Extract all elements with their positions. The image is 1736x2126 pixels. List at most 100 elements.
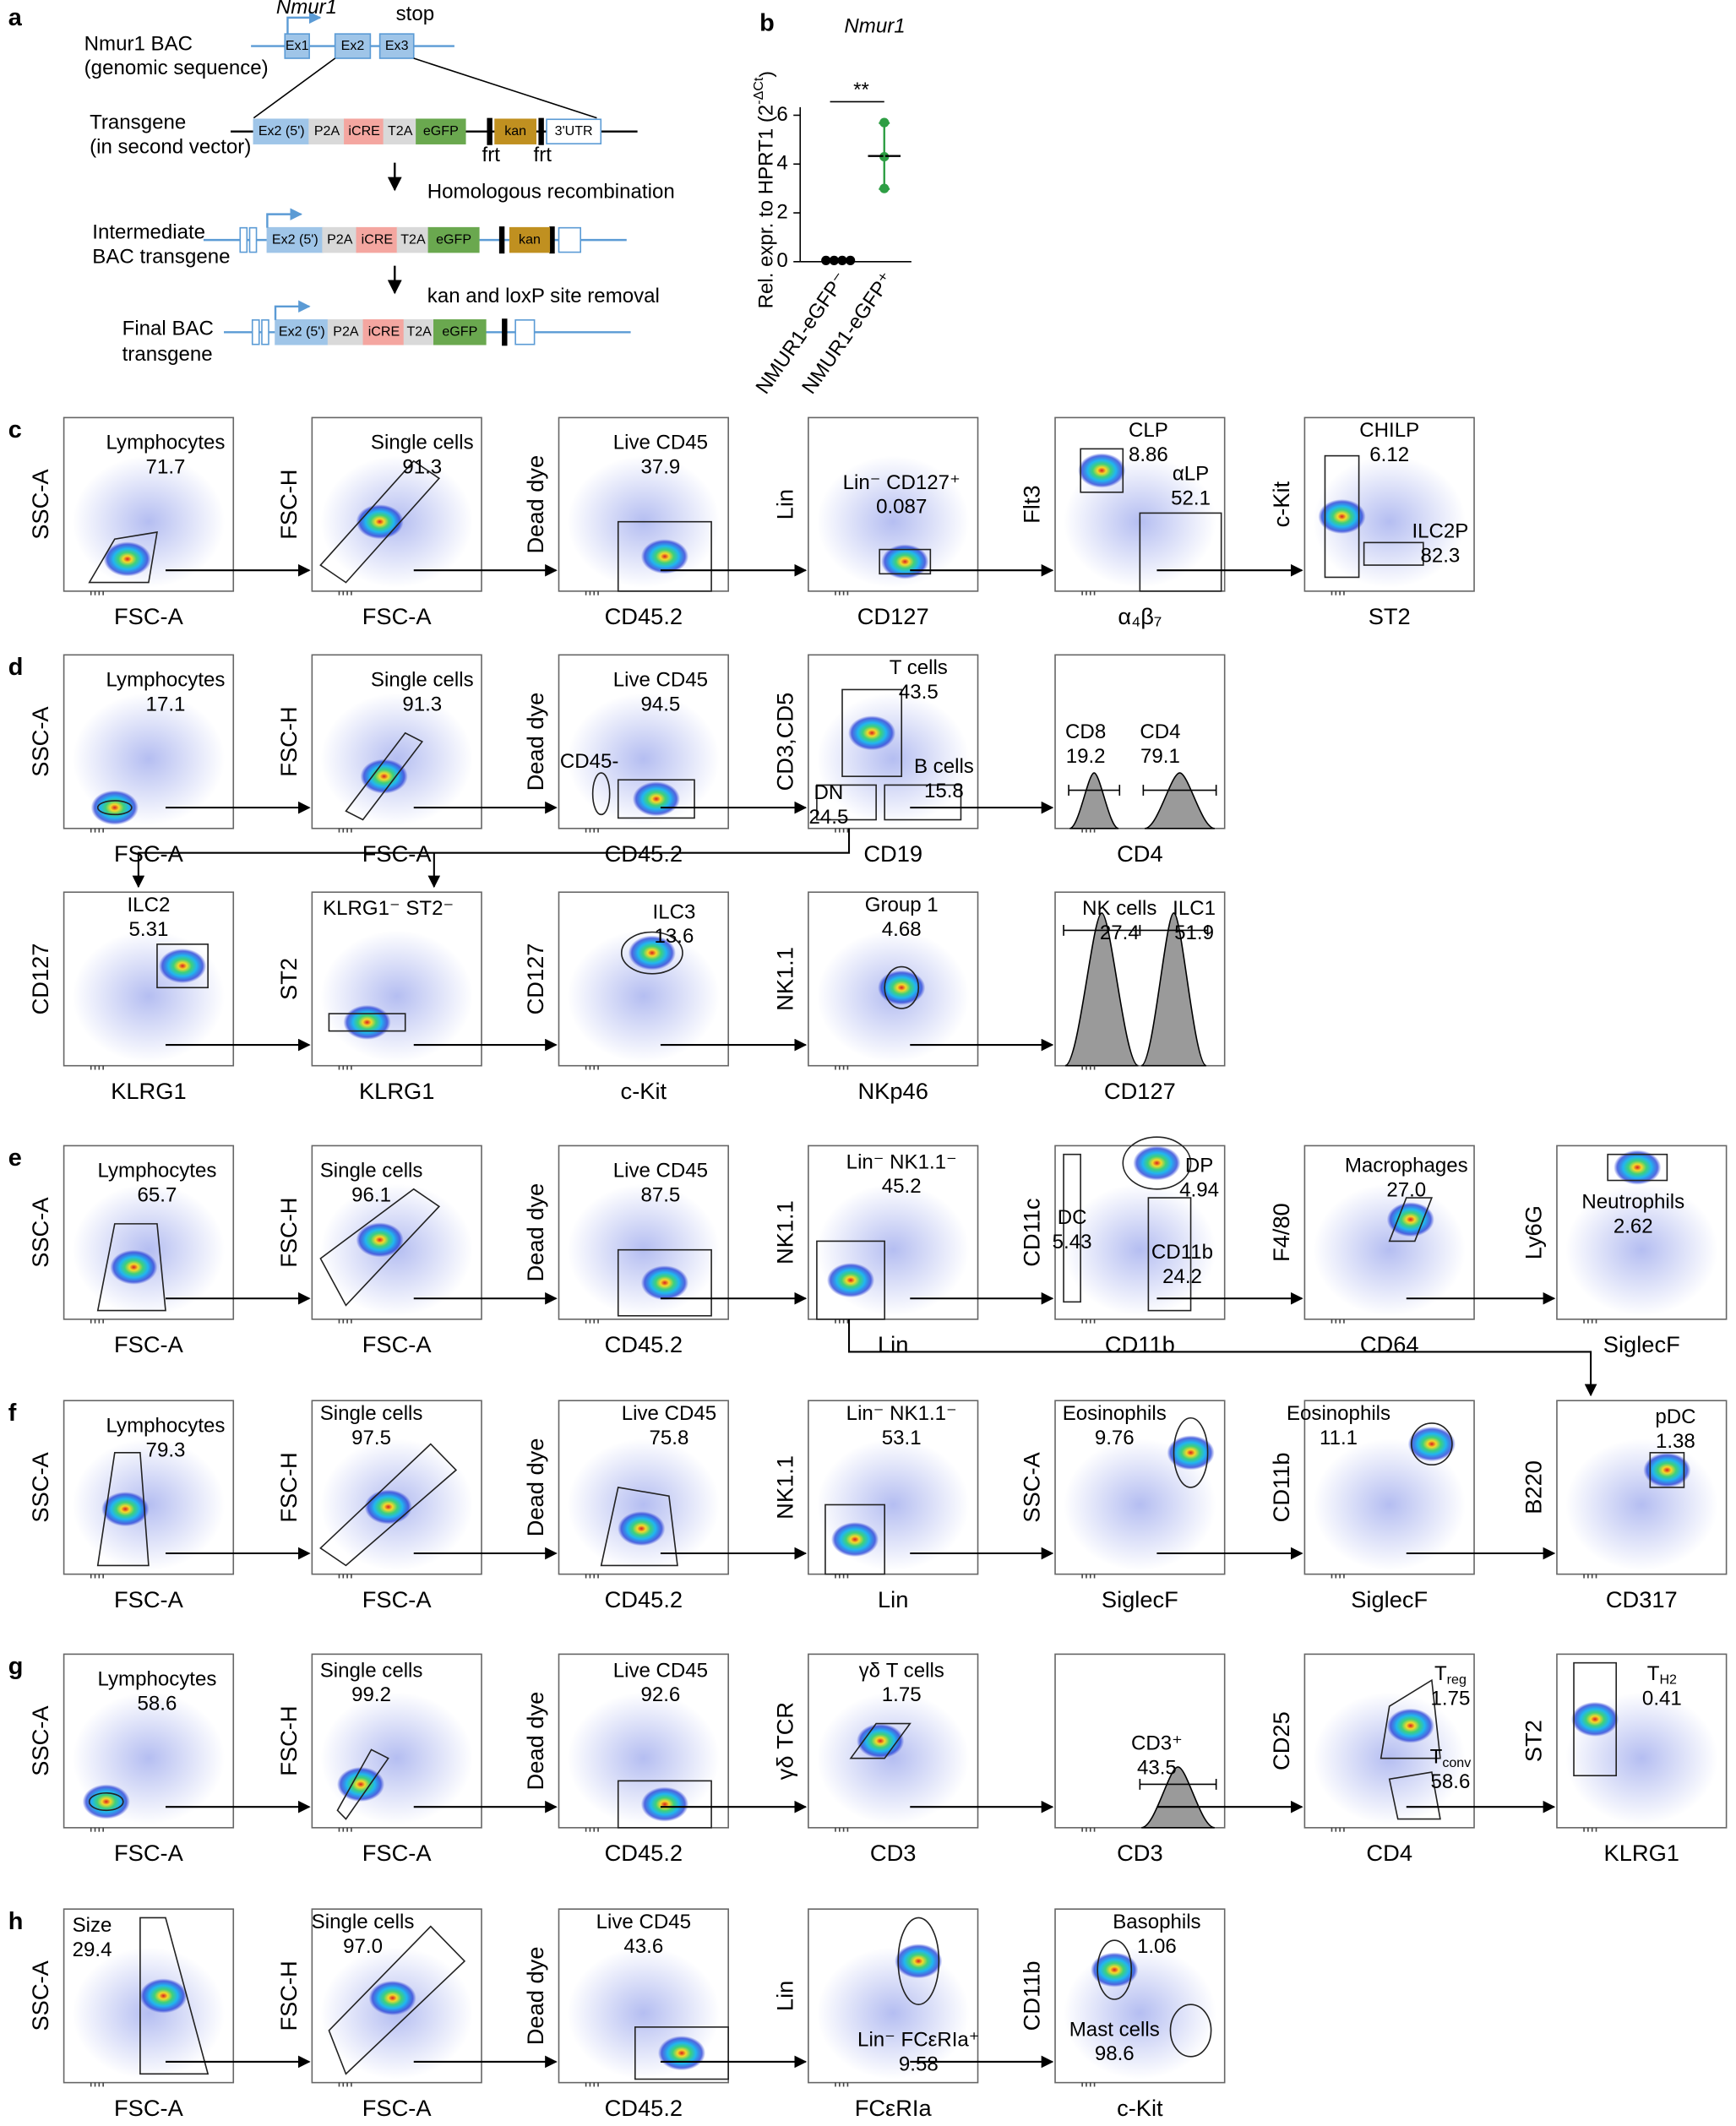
y-axis-label: FSC-H bbox=[275, 469, 302, 539]
exon bbox=[334, 33, 372, 59]
gate-value: 17.1 bbox=[146, 693, 186, 715]
gate bbox=[879, 548, 932, 575]
segment bbox=[253, 118, 310, 144]
gate-name: CD11b bbox=[1151, 1241, 1213, 1264]
x-axis-label: α₄β₇ bbox=[1118, 603, 1162, 629]
gate bbox=[1410, 1422, 1453, 1466]
gate-name: TH2 bbox=[1647, 1662, 1677, 1687]
x-axis-label: CD4 bbox=[1117, 840, 1163, 867]
density-haze bbox=[567, 1438, 721, 1571]
density-haze bbox=[816, 455, 970, 588]
histogram-gate bbox=[1139, 925, 1209, 936]
density bbox=[1643, 1452, 1691, 1487]
histogram-gate bbox=[1139, 1779, 1217, 1790]
gate bbox=[1169, 2004, 1212, 2058]
gate-value: 19.2 bbox=[1066, 745, 1106, 768]
x-axis-label: FSC-A bbox=[114, 1586, 184, 1612]
gate-name: Eosinophils bbox=[1063, 1402, 1167, 1425]
y-axis-label: SSC-A bbox=[27, 1451, 53, 1522]
gate-value: 43.5 bbox=[899, 681, 939, 704]
x-axis-label: FSC-A bbox=[114, 603, 184, 629]
y-axis-label: c-Kit bbox=[1268, 481, 1294, 527]
gate-name: Mast cells bbox=[1069, 2018, 1160, 2041]
x-axis-label: FSC-A bbox=[114, 1840, 184, 1866]
gate-value: 51.9 bbox=[1174, 922, 1214, 944]
density bbox=[640, 1786, 689, 1822]
gate-value: 5.43 bbox=[1053, 1231, 1092, 1253]
x-axis-label: FSC-A bbox=[362, 1331, 433, 1357]
gate-value: 0.087 bbox=[876, 496, 927, 519]
y-axis-label: Dead dye bbox=[522, 1947, 548, 2046]
x-axis-label: Lin bbox=[878, 1586, 908, 1612]
gating-arrow bbox=[132, 828, 851, 889]
density bbox=[830, 1522, 879, 1558]
gate-name: DN bbox=[814, 781, 844, 804]
gate bbox=[319, 1188, 441, 1307]
gate-name: B cells bbox=[914, 755, 974, 778]
gate-name: Live CD45 bbox=[613, 432, 708, 454]
gate-value: 37.9 bbox=[640, 455, 680, 478]
density bbox=[640, 539, 689, 574]
site-label: frt bbox=[534, 144, 552, 166]
segment bbox=[403, 319, 435, 345]
segment-label: iCRE bbox=[348, 123, 380, 139]
gate bbox=[1380, 1678, 1441, 1759]
y-axis-label: FSC-H bbox=[275, 1197, 302, 1267]
segment-label: Ex2 (5') bbox=[258, 123, 305, 139]
density-haze bbox=[567, 693, 721, 825]
gate-name: Single cells bbox=[320, 1160, 423, 1183]
construct-label: Intermediate bbox=[92, 220, 205, 243]
gate-name: Live CD45 bbox=[613, 669, 708, 692]
gate bbox=[345, 731, 423, 821]
segment bbox=[546, 118, 602, 144]
gate bbox=[319, 459, 441, 584]
segment-label: eGFP bbox=[436, 231, 471, 247]
segment bbox=[308, 118, 346, 144]
histogram bbox=[1064, 912, 1139, 1067]
density-haze bbox=[72, 1183, 226, 1316]
segment-label: P2A bbox=[333, 324, 359, 340]
density bbox=[360, 759, 408, 794]
x-axis-label: CD317 bbox=[1606, 1586, 1678, 1612]
x-axis-label: NKp46 bbox=[858, 1078, 928, 1104]
gate-value: 1.38 bbox=[1656, 1430, 1695, 1453]
gate-name: γδ T cells bbox=[859, 1659, 944, 1682]
density-haze bbox=[816, 1947, 970, 2080]
construct-label: (genomic sequence) bbox=[84, 57, 269, 79]
gate-value: 27.0 bbox=[1386, 1178, 1426, 1201]
gate-name: NK cells bbox=[1082, 897, 1156, 920]
exon bbox=[251, 319, 260, 345]
gate-value: 8.86 bbox=[1129, 443, 1168, 466]
exon bbox=[514, 319, 536, 345]
x-axis-label: CD45.2 bbox=[605, 1840, 683, 1866]
segment-label: Ex2 (5') bbox=[272, 231, 318, 247]
density-haze bbox=[320, 930, 473, 1063]
gate bbox=[591, 772, 611, 816]
x-axis-label: CD45.2 bbox=[605, 1586, 683, 1612]
gate bbox=[816, 1240, 885, 1320]
gate-value: 65.7 bbox=[138, 1183, 177, 1206]
segment-label: eGFP bbox=[423, 123, 459, 139]
gate-value: 24.2 bbox=[1162, 1265, 1202, 1288]
exon bbox=[248, 226, 258, 253]
x-axis-label: CD45.2 bbox=[605, 1331, 683, 1357]
gate-value: 0.41 bbox=[1642, 1687, 1682, 1710]
promoter-arrow bbox=[274, 300, 311, 320]
promoter-arrow bbox=[286, 11, 322, 35]
density bbox=[356, 1222, 404, 1258]
gate bbox=[1573, 1661, 1617, 1777]
density bbox=[1386, 1708, 1434, 1743]
segment bbox=[433, 319, 487, 345]
panel-label: g bbox=[8, 1653, 24, 1680]
density bbox=[110, 1249, 158, 1285]
density bbox=[103, 541, 151, 577]
gate-value: 11.1 bbox=[1320, 1427, 1358, 1449]
y-axis-label: Lin bbox=[771, 1981, 797, 2011]
gate bbox=[816, 784, 877, 821]
gate-name: CD8 bbox=[1065, 720, 1106, 743]
gate bbox=[824, 1503, 885, 1575]
y-axis-label: CD11c bbox=[1019, 1198, 1045, 1266]
y-axis-label: Rel. expr. to HPRT1 (2-ΔCt) bbox=[751, 71, 778, 308]
y-axis-label: Dead dye bbox=[522, 1183, 548, 1282]
